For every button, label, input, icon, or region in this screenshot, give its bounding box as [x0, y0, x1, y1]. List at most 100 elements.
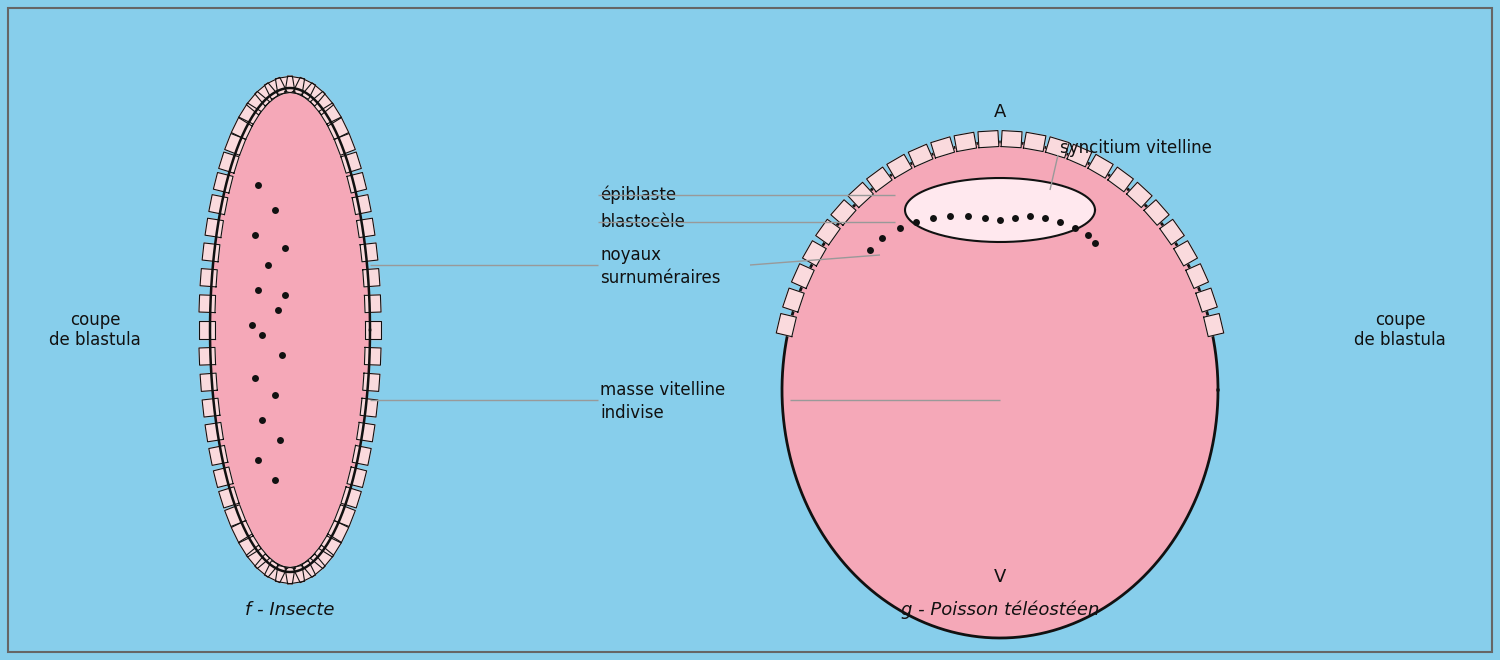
Polygon shape — [360, 398, 378, 417]
Polygon shape — [340, 487, 362, 508]
Polygon shape — [792, 264, 814, 288]
Polygon shape — [352, 446, 370, 465]
Polygon shape — [1023, 132, 1046, 152]
Polygon shape — [357, 218, 375, 238]
Text: syncitium vitelline: syncitium vitelline — [1060, 139, 1212, 157]
Text: f - Insecte: f - Insecte — [246, 601, 334, 619]
Polygon shape — [302, 82, 326, 106]
Polygon shape — [320, 534, 342, 557]
Polygon shape — [1088, 154, 1113, 178]
Polygon shape — [292, 77, 315, 99]
Polygon shape — [276, 76, 296, 94]
Polygon shape — [783, 288, 804, 312]
Text: surnuméraires: surnuméraires — [600, 269, 720, 287]
Polygon shape — [292, 561, 315, 583]
Polygon shape — [213, 467, 232, 488]
Polygon shape — [264, 77, 286, 99]
Polygon shape — [302, 554, 326, 578]
Polygon shape — [231, 117, 254, 139]
Polygon shape — [206, 422, 224, 442]
Polygon shape — [327, 117, 348, 139]
Polygon shape — [1066, 144, 1092, 167]
Polygon shape — [255, 554, 279, 578]
Text: V: V — [994, 568, 1006, 586]
Polygon shape — [238, 103, 261, 126]
Polygon shape — [327, 521, 348, 543]
Polygon shape — [276, 566, 296, 584]
Polygon shape — [231, 521, 254, 543]
Polygon shape — [225, 505, 246, 527]
Polygon shape — [346, 172, 366, 193]
Polygon shape — [202, 398, 220, 417]
Polygon shape — [200, 321, 214, 339]
Polygon shape — [346, 467, 366, 488]
Polygon shape — [1126, 182, 1152, 207]
Polygon shape — [310, 545, 333, 568]
Text: A: A — [994, 103, 1006, 121]
Polygon shape — [1160, 219, 1185, 245]
Polygon shape — [1000, 131, 1022, 148]
Polygon shape — [209, 195, 228, 214]
Polygon shape — [363, 269, 380, 287]
Text: blastocèle: blastocèle — [600, 213, 686, 231]
Polygon shape — [847, 182, 873, 207]
Polygon shape — [200, 347, 216, 365]
Text: noyaux: noyaux — [600, 246, 662, 264]
Polygon shape — [219, 152, 239, 173]
Polygon shape — [340, 152, 362, 173]
Text: épiblaste: épiblaste — [600, 185, 676, 204]
Polygon shape — [246, 92, 270, 115]
Polygon shape — [782, 142, 1218, 638]
Polygon shape — [1108, 167, 1134, 192]
Text: coupe
de blastula: coupe de blastula — [50, 311, 141, 349]
Text: g - Poisson téléostéen: g - Poisson téléostéen — [902, 601, 1100, 619]
Polygon shape — [954, 132, 976, 152]
Polygon shape — [1046, 137, 1070, 158]
Polygon shape — [334, 505, 356, 527]
Text: masse vitelline: masse vitelline — [600, 381, 726, 399]
Polygon shape — [364, 321, 381, 339]
Polygon shape — [904, 178, 1095, 242]
Polygon shape — [802, 241, 826, 266]
Polygon shape — [1186, 264, 1209, 288]
Polygon shape — [285, 566, 304, 584]
Polygon shape — [932, 137, 954, 158]
Polygon shape — [1203, 314, 1224, 337]
Polygon shape — [210, 88, 370, 572]
Polygon shape — [213, 172, 232, 193]
Polygon shape — [334, 133, 356, 155]
Polygon shape — [255, 82, 279, 106]
Polygon shape — [364, 347, 381, 365]
Polygon shape — [202, 243, 220, 262]
Polygon shape — [363, 373, 380, 391]
Polygon shape — [225, 133, 246, 155]
Polygon shape — [831, 200, 856, 225]
Polygon shape — [352, 195, 370, 214]
Polygon shape — [238, 534, 261, 557]
Polygon shape — [357, 422, 375, 442]
Polygon shape — [246, 545, 270, 568]
Polygon shape — [886, 154, 912, 178]
Polygon shape — [816, 219, 840, 245]
Polygon shape — [285, 76, 304, 94]
Polygon shape — [1196, 288, 1218, 312]
Polygon shape — [776, 314, 796, 337]
Polygon shape — [1173, 241, 1197, 266]
Polygon shape — [1144, 200, 1168, 225]
Polygon shape — [206, 218, 224, 238]
Polygon shape — [200, 373, 217, 391]
Polygon shape — [264, 561, 286, 583]
Polygon shape — [200, 269, 217, 287]
Polygon shape — [867, 167, 892, 192]
Text: coupe
de blastula: coupe de blastula — [1354, 311, 1446, 349]
Polygon shape — [364, 295, 381, 313]
Polygon shape — [209, 446, 228, 465]
Text: indivise: indivise — [600, 404, 663, 422]
Polygon shape — [310, 92, 333, 115]
Polygon shape — [360, 243, 378, 262]
Polygon shape — [978, 131, 999, 148]
Polygon shape — [200, 295, 216, 313]
Polygon shape — [320, 103, 342, 126]
Polygon shape — [219, 487, 239, 508]
Polygon shape — [908, 144, 933, 167]
